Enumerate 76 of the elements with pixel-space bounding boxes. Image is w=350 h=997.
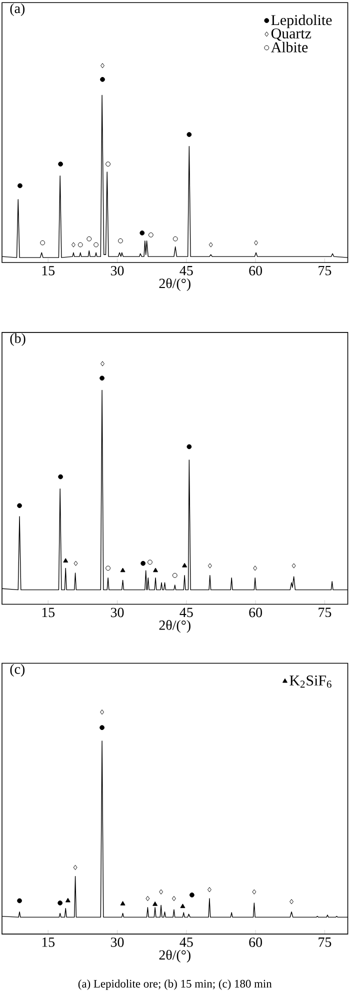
point [58,900,63,906]
x-tick-label: 45 [180,938,193,947]
point [100,76,106,82]
point [140,230,145,236]
point [73,864,78,870]
x-tick-label: 75 [318,608,332,618]
point [58,162,64,167]
point [86,236,92,242]
x-tick-label: 60 [249,938,262,947]
point [63,558,68,563]
point [17,898,22,904]
x-axis-title: 2θ/(°) [159,278,191,291]
point [290,899,294,904]
point [106,162,111,167]
point [186,444,192,450]
point [94,242,99,248]
point [252,889,256,894]
point [190,892,194,898]
x-axis-title: 2θ/(°) [159,950,191,963]
point [173,236,178,242]
x-tick-label: 15 [42,608,55,618]
point [208,887,212,892]
point [72,242,76,248]
point [66,898,71,902]
point [18,183,23,188]
point [120,568,126,572]
x-tick-label: 30 [111,938,124,947]
chart-title: (a) [10,3,25,16]
point [254,240,258,246]
chart-title: (b) [10,333,26,346]
x-axis-title: 2θ/(°) [159,620,191,633]
point [17,503,22,508]
point [172,896,176,902]
point [100,361,105,366]
x-tick-label: 30 [111,266,124,276]
point [120,901,126,906]
x-tick-label: 75 [318,938,332,947]
point [140,560,146,566]
point [100,710,104,715]
point [106,566,111,571]
point [292,563,296,568]
point [58,474,64,480]
x-tick-label: 45 [180,608,193,618]
point [118,238,124,244]
x-tick-label: 45 [180,266,193,276]
point [152,901,158,906]
point [74,560,78,566]
point [208,242,213,248]
point [186,132,192,137]
point [180,904,186,908]
point [100,376,105,381]
point [78,242,83,248]
text: (a) Lepidolite ore; (b) 15 min; (c) 180 min [78,980,272,990]
legend-label: K$_{2}$SiF$_{6}$ [290,676,332,688]
point [146,896,150,902]
x-tick-label: 60 [249,608,262,618]
point [100,63,105,68]
point [100,725,105,730]
point [208,563,212,568]
legend-label: Quartz [272,28,312,41]
x-tick-label: 60 [249,266,262,276]
point [172,572,178,578]
legend-label: Lepidolite [271,14,332,28]
point [153,568,158,572]
x-tick-label: 75 [318,266,332,276]
chart-title: (c) [10,664,25,677]
x-tick-label: 15 [42,938,55,947]
legend-label: Albite [271,42,308,52]
point [253,566,258,571]
point [182,562,188,568]
point [148,560,153,565]
x-tick-label: 30 [111,608,124,618]
point [148,232,154,238]
point [159,889,164,894]
point [40,240,46,246]
x-tick-label: 15 [42,266,55,276]
